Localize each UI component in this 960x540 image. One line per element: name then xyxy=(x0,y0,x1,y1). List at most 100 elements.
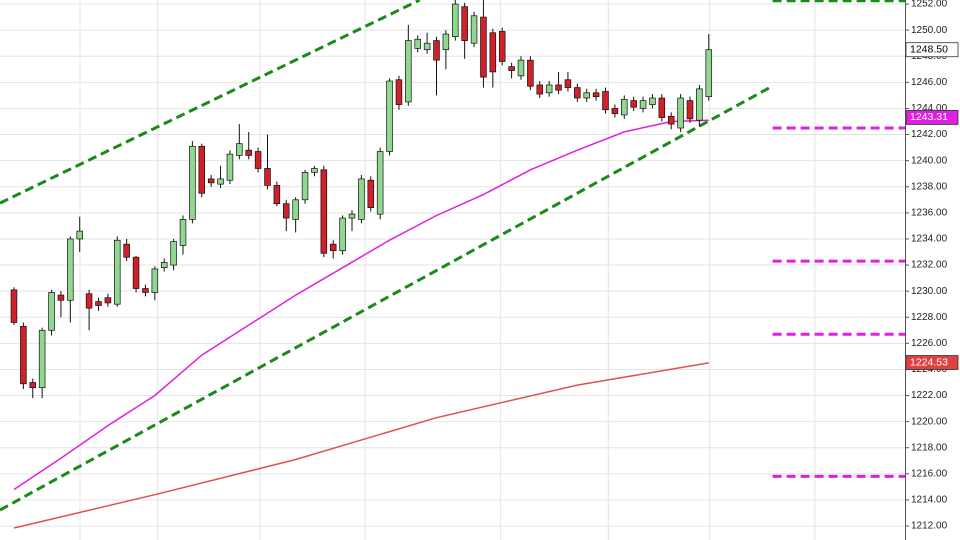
candle-body xyxy=(151,268,159,293)
candle-body xyxy=(498,31,506,62)
candle-body xyxy=(311,168,318,173)
candle-body xyxy=(217,178,224,185)
candle-body xyxy=(705,49,713,98)
y-tick-label: 1240.00 xyxy=(911,155,948,166)
candle-body xyxy=(254,151,262,169)
y-tick-label: 1236.00 xyxy=(911,207,948,218)
candle-body xyxy=(114,239,121,305)
candle-body xyxy=(339,217,346,252)
candle-body xyxy=(29,382,37,389)
y-tick-label: 1216.00 xyxy=(911,468,948,479)
candle-body xyxy=(555,84,562,91)
dashed-level xyxy=(0,84,774,512)
candle-body xyxy=(686,100,694,120)
price-label-box xyxy=(905,355,959,370)
candle-body xyxy=(198,145,206,194)
candle-body xyxy=(179,219,187,246)
candle-body xyxy=(301,172,309,201)
candle-body xyxy=(470,15,478,44)
candle-body xyxy=(207,178,215,184)
candle-body xyxy=(67,238,74,301)
price-label-box xyxy=(905,42,959,58)
plot xyxy=(0,0,905,529)
candle-body xyxy=(649,97,656,105)
candle-body xyxy=(423,42,431,51)
candle-body xyxy=(367,179,375,208)
candle-body xyxy=(376,151,384,215)
candle-body xyxy=(574,87,581,99)
candle-body xyxy=(38,329,46,389)
y-tick-label: 1242.00 xyxy=(911,129,948,140)
candle-body xyxy=(677,97,684,129)
y-tick-label: 1220.00 xyxy=(911,416,948,427)
candle-body xyxy=(536,84,544,95)
candle-body xyxy=(264,168,271,186)
candle-body xyxy=(658,97,666,118)
y-tick-label: 1214.00 xyxy=(911,495,948,506)
dashed-level xyxy=(0,0,421,205)
candle-body xyxy=(160,262,168,269)
grid xyxy=(0,0,905,540)
candle-body xyxy=(95,301,102,306)
candle-body xyxy=(85,293,93,309)
candle-body xyxy=(283,203,290,219)
candle-body xyxy=(508,66,515,71)
candle-body xyxy=(667,115,675,125)
y-tick-label: 1218.00 xyxy=(911,442,948,453)
candle-body xyxy=(142,288,149,293)
y-tick-label: 1212.00 xyxy=(911,521,948,532)
candle-body xyxy=(10,289,18,323)
candle-body xyxy=(452,3,459,38)
candle-body xyxy=(123,243,130,258)
price-label: 1243.31 xyxy=(910,111,948,123)
candle-body xyxy=(320,169,328,254)
y-tick-label: 1222.00 xyxy=(911,390,948,401)
y-tick-label: 1232.00 xyxy=(911,260,948,271)
candle-body xyxy=(348,213,356,219)
candle-body xyxy=(433,40,440,61)
candle-body xyxy=(630,100,637,108)
candle-body xyxy=(386,80,393,152)
candle-body xyxy=(583,92,590,99)
moving-average xyxy=(13,362,709,529)
price-label: 1248.50 xyxy=(910,44,948,56)
candle-body xyxy=(405,40,412,103)
price-label-box xyxy=(905,110,959,125)
y-tick-label: 1228.00 xyxy=(911,312,948,323)
candle-body xyxy=(395,79,403,105)
candle-body xyxy=(489,32,497,73)
candle-body xyxy=(442,33,450,51)
candle-body xyxy=(132,256,140,289)
candle-body xyxy=(104,297,112,304)
y-tick-label: 1230.00 xyxy=(911,286,948,297)
candle-body xyxy=(621,98,628,116)
y-tick-label: 1250.00 xyxy=(911,25,948,36)
y-tick-label: 1252.00 xyxy=(911,0,948,10)
y-tick-label: 1244.00 xyxy=(911,103,948,114)
candle-body xyxy=(564,79,572,88)
candle-body xyxy=(170,241,177,266)
candle-body xyxy=(76,230,83,240)
candle-body xyxy=(48,292,55,331)
candle-body xyxy=(57,294,65,301)
candle-body xyxy=(358,178,365,220)
candle-body xyxy=(245,149,252,156)
candle-body xyxy=(592,92,600,98)
candle-body xyxy=(517,59,525,77)
price-axis: 1212.00 1214.00 1216.00 1218.00 1220.00 1222.… xyxy=(905,0,959,532)
candle-body xyxy=(236,143,243,156)
candle-body xyxy=(273,185,281,205)
candle-body xyxy=(189,145,196,220)
candle-body xyxy=(696,88,703,121)
y-tick-label: 1226.00 xyxy=(911,338,948,349)
moving-average xyxy=(13,119,709,491)
candle-body xyxy=(639,100,647,109)
candle-body xyxy=(292,199,299,220)
candle-body xyxy=(545,84,553,94)
candle-body xyxy=(602,91,609,111)
candle-body xyxy=(611,108,619,115)
candle-body xyxy=(20,326,27,385)
